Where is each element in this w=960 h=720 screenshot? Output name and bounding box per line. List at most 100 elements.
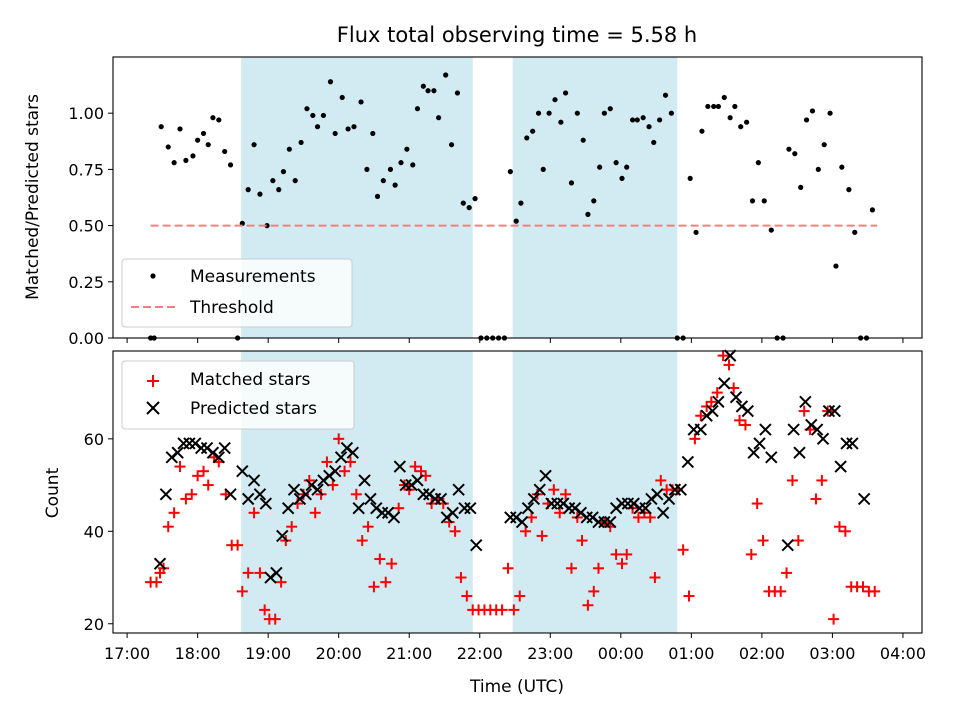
matched-star-point [236, 585, 248, 597]
predicted-star-point [434, 492, 448, 506]
measurement-point [387, 166, 394, 172]
predicted-star-point [656, 506, 670, 520]
measurement-point [358, 99, 364, 105]
matched-star-point [810, 493, 822, 505]
measurement-point [646, 124, 652, 130]
predicted-star-point [159, 488, 173, 501]
matched-star-point [232, 539, 244, 551]
y-tick-label: 0.25 [68, 273, 104, 292]
measurement-point [327, 79, 334, 85]
measurement-point [264, 223, 270, 229]
measurement-point [562, 90, 569, 96]
measurement-point [732, 103, 738, 110]
measurement-point [374, 193, 381, 199]
matched-star-point [259, 604, 271, 616]
measurement-point [613, 160, 619, 166]
measurement-point [624, 164, 630, 170]
measurement-point [222, 148, 228, 155]
predicted-star-point [604, 515, 617, 529]
matched-star-point [339, 465, 351, 477]
measurement-point [251, 142, 257, 148]
measurement-point [839, 164, 845, 170]
matched-star-point [455, 572, 467, 584]
predicted-star-point [527, 492, 541, 506]
matched-star-point [745, 548, 757, 560]
y-tick-label: 20 [84, 615, 104, 634]
measurement-point [699, 128, 705, 134]
measurement-point [852, 229, 858, 235]
predicted-star-point [281, 501, 295, 515]
measurement-point [276, 187, 282, 193]
predicted-star-point [218, 441, 231, 455]
matched-star-point [816, 474, 828, 486]
matched-star-point [705, 396, 717, 408]
measurement-point [705, 103, 711, 110]
top-plot-area [148, 72, 878, 341]
matched-star-point [242, 567, 254, 579]
predicted-star-point [171, 446, 184, 459]
x-tick-label: 03:00 [809, 644, 855, 663]
measurement-point [314, 124, 321, 130]
measurement-point [227, 162, 234, 168]
x-tick-label: 02:00 [739, 644, 785, 663]
predicted-star-point [287, 483, 301, 496]
matched-star-point [833, 521, 845, 533]
measurement-point [183, 157, 189, 164]
matched-star-point [248, 507, 260, 519]
y-tick-label: 40 [84, 522, 104, 541]
predicted-star-point [247, 474, 261, 487]
predicted-star-point [834, 460, 847, 473]
top-axes-frame [112, 56, 923, 339]
x-tick-label: 18:00 [175, 644, 221, 663]
y-tick-label: 0.75 [68, 160, 104, 179]
measurement-point [552, 97, 558, 103]
measurement-point [286, 146, 292, 152]
measurement-point [869, 207, 875, 213]
predicted-star-point [729, 391, 743, 404]
predicted-star-point [352, 501, 365, 515]
measurement-point [749, 198, 756, 204]
matched-star-point [757, 535, 769, 547]
x-tick-label: 01:00 [668, 644, 714, 663]
predicted-star-point [417, 488, 430, 501]
matched-star-point [162, 521, 174, 533]
matched-star-point [461, 590, 473, 602]
predicted-star-point [299, 488, 312, 501]
matched-star-point [677, 544, 689, 556]
bottom-y-axis-label: Count [43, 467, 63, 518]
top-y-axis: 0.00 0.25 0.50 0.75 1.00 [68, 104, 113, 348]
matched-star-point [536, 530, 548, 542]
measurement-point [768, 227, 774, 233]
matched-star-point [751, 498, 763, 510]
measurement-point [404, 146, 410, 152]
predicted-star-point [633, 501, 646, 515]
matched-star-point [582, 599, 594, 611]
measurement-point [640, 115, 646, 121]
matched-star-point [374, 553, 386, 565]
measurement-point [662, 92, 669, 98]
matched-star-point [560, 488, 572, 500]
y-tick-label: 0.00 [68, 329, 104, 348]
matched-star-point [734, 414, 746, 426]
bottom-axes-frame [112, 350, 923, 634]
measurement-point [568, 180, 575, 186]
measurement-point [580, 137, 586, 143]
matched-star-point [409, 461, 421, 473]
matched-star-point [689, 433, 701, 445]
measurement-point [448, 142, 455, 148]
bottom-panel: 20 40 60 17:00 18:00 19:00 20:00 21:00 22:00 23:… [43, 349, 926, 697]
measurement-point [304, 106, 310, 112]
matched-star-point [592, 562, 604, 574]
matched-star-point [786, 474, 798, 486]
measurement-point [540, 166, 546, 172]
predicted-star-point [718, 377, 731, 390]
predicted-star-point [712, 395, 725, 409]
measurement-point [727, 115, 733, 121]
matched-star-point [616, 558, 628, 570]
legend-matched-label: Matched stars [190, 370, 310, 390]
predicted-star-point [753, 437, 766, 450]
matched-star-point [828, 613, 840, 625]
measurement-point [744, 119, 750, 125]
matched-star-point [711, 387, 723, 399]
